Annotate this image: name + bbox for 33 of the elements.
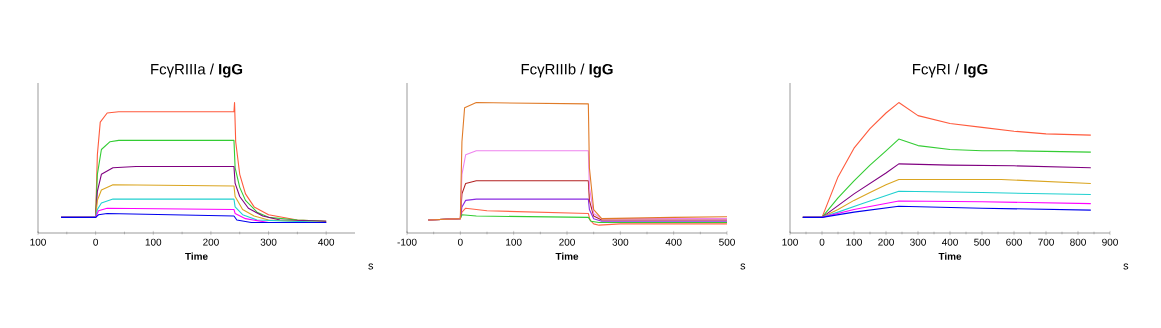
x-tick-label: 0 <box>457 238 463 246</box>
x-tick-label: 100 <box>506 238 522 246</box>
x-tick-label: 300 <box>612 238 629 246</box>
x-axis-title: Time <box>185 252 208 260</box>
x-tick-label: 400 <box>941 238 958 246</box>
x-tick-label: 100 <box>145 238 162 246</box>
x-axis-title: Time <box>938 252 962 260</box>
x-tick-label: 200 <box>203 238 219 246</box>
x-tick-label: 300 <box>910 238 926 246</box>
x-tick-label: 0 <box>819 238 825 246</box>
text: s <box>1123 263 1129 270</box>
text: s <box>368 263 374 270</box>
x-tick-label: 0 <box>93 238 99 246</box>
x-tick-label: 300 <box>260 238 277 246</box>
x-tick-label: -100 <box>397 238 417 246</box>
x-tick-label: 100 <box>846 238 862 246</box>
x-tick-label: 100 <box>30 238 46 246</box>
x-tick-label: 700 <box>1038 238 1054 246</box>
x-tick-label: 800 <box>1070 238 1086 246</box>
chart-title: FcγRIIIa / IgG <box>151 63 243 78</box>
x-tick-label: 400 <box>318 238 335 246</box>
x-tick-label: 400 <box>665 238 682 246</box>
x-tick-label: 200 <box>559 238 575 246</box>
x-tick-label: 600 <box>1006 238 1022 246</box>
x-tick-label: 900 <box>1102 238 1118 246</box>
chart-title: FcγRIIIb / IgG <box>521 63 613 78</box>
x-tick-label: 200 <box>878 238 894 246</box>
x-axis-title: Time <box>555 252 579 260</box>
x-tick-label: 500 <box>719 238 735 246</box>
x-tick-label: 100 <box>782 238 798 246</box>
text: s <box>740 263 746 270</box>
chart-title: FcγRI / IgG <box>913 63 988 78</box>
x-tick-label: 500 <box>974 238 990 246</box>
